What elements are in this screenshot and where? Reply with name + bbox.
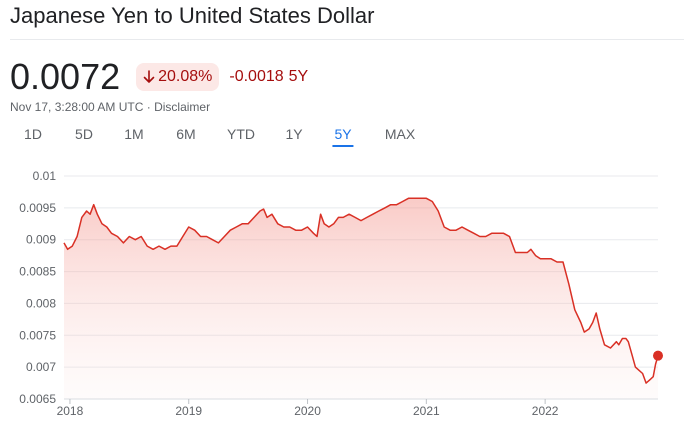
tab-5y[interactable]: 5Y — [332, 126, 354, 147]
y-tick-label: 0.009 — [26, 233, 56, 247]
y-tick-label: 0.0065 — [19, 392, 56, 406]
x-tick-label: 2020 — [294, 404, 321, 418]
percent-change-value: 20.08% — [158, 68, 213, 85]
percent-change-badge: 20.08% — [136, 63, 220, 91]
price-line — [63, 197, 659, 384]
tab-1y[interactable]: 1Y — [285, 126, 303, 142]
quote-meta: Nov 17, 3:28:00 AM UTC · Disclaimer — [10, 100, 210, 114]
y-tick-label: 0.0075 — [19, 328, 56, 342]
y-tick-label: 0.007 — [26, 360, 56, 374]
y-axis: 0.01 0.0095 0.009 0.0085 0.008 0.0075 0.007 0.0… — [19, 169, 56, 406]
arrow-down-icon — [143, 70, 155, 83]
y-tick-label: 0.008 — [26, 296, 56, 310]
x-tick-label: 2021 — [413, 404, 440, 418]
last-price-marker — [653, 350, 663, 361]
header-divider — [10, 39, 684, 40]
y-tick-label: 0.0085 — [19, 265, 56, 279]
quote-timestamp: Nov 17, 3:28:00 AM UTC — [10, 100, 144, 114]
meta-separator: · — [143, 100, 155, 114]
price-area — [64, 198, 658, 399]
quote-summary: 0.0072 20.08% -0.0018 5Y — [10, 57, 308, 97]
tab-1d[interactable]: 1D — [24, 126, 42, 142]
current-price: 0.0072 — [10, 56, 121, 97]
tab-6m[interactable]: 6M — [176, 126, 196, 142]
x-tick-label: 2022 — [532, 404, 559, 418]
x-axis: 2018 2019 2020 2021 2022 — [57, 398, 658, 418]
x-tick-label: 2019 — [175, 404, 202, 418]
tab-max[interactable]: MAX — [384, 126, 416, 142]
y-tick-label: 0.0095 — [19, 201, 56, 215]
change-period: 5Y — [288, 68, 309, 85]
disclaimer-link[interactable]: Disclaimer — [154, 100, 211, 114]
tab-ytd[interactable]: YTD — [227, 126, 255, 142]
y-tick-label: 0.01 — [33, 169, 57, 183]
tab-1m[interactable]: 1M — [124, 126, 144, 142]
range-tabs: 1D 5D 1M 6M YTD 1Y 5Y MAX — [0, 126, 684, 150]
absolute-change: -0.0018 — [229, 68, 284, 85]
tab-5d[interactable]: 5D — [75, 126, 93, 142]
price-chart[interactable]: 0.01 0.0095 0.009 0.0085 0.008 0.0075 0.007 0.0… — [0, 160, 684, 435]
page-title: Japanese Yen to United States Dollar — [10, 3, 375, 28]
x-tick-label: 2018 — [57, 404, 84, 418]
